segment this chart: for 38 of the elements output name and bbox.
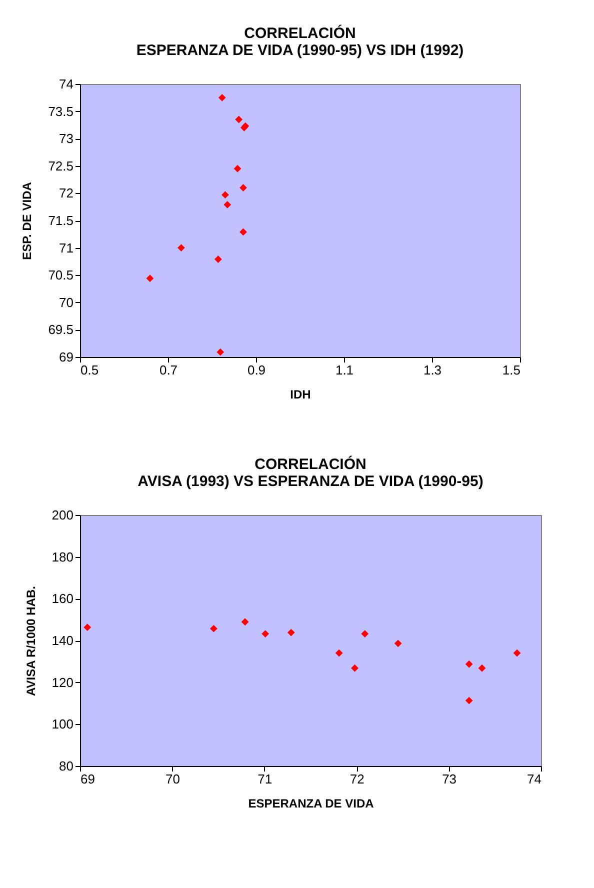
x-tick-label: 0.5 (80, 362, 99, 378)
y-tick-label: 200 (52, 508, 74, 522)
text: ESPERANZA DE VIDA (1990-95) VS IDH (1992) (136, 42, 464, 59)
x-tick-label: 72 (350, 772, 364, 786)
y-tick-label: 73 (59, 131, 74, 146)
x-axis-title: ESPERANZA DE VIDA (248, 796, 374, 810)
y-tick-label: 69 (59, 350, 74, 364)
x-tick-label: 1.3 (423, 362, 442, 378)
x-tick-label: 69 (80, 772, 95, 786)
x-tick-label: 74 (527, 772, 542, 786)
y-tick-label: 71 (59, 240, 74, 256)
y-tick-label: 120 (52, 674, 74, 690)
y-tick-label: 72.5 (48, 158, 74, 174)
y-tick-label: 160 (52, 591, 74, 606)
y-axis-title: AVISA R/1000 HAB. (24, 586, 38, 696)
text: CORRELACIÓN (254, 456, 366, 473)
x-tick-label: 1.5 (502, 362, 520, 378)
x-tick-label: 0.9 (247, 362, 266, 378)
y-tick-label: 180 (52, 549, 74, 564)
x-tick-label: 0.7 (159, 362, 178, 378)
y-tick-label: 140 (52, 633, 74, 648)
x-tick-label: 1.1 (335, 362, 354, 378)
y-tick-label: 71.5 (48, 213, 74, 228)
y-tick-label: 74 (59, 76, 74, 92)
x-tick-label: 73 (442, 772, 457, 786)
y-tick-label: 100 (52, 716, 74, 732)
y-axis-title: ESP. DE VIDA (20, 182, 34, 260)
text: CORRELACIÓN (244, 25, 356, 42)
y-tick-label: 69.5 (48, 322, 74, 338)
y-tick-label: 70 (59, 294, 74, 310)
y-tick-label: 80 (59, 758, 74, 774)
x-tick-label: 71 (258, 772, 272, 786)
y-tick-label: 70.5 (48, 268, 74, 283)
x-axis-title: IDH (290, 388, 311, 402)
x-tick-label: 70 (165, 772, 180, 786)
y-tick-label: 73.5 (48, 104, 74, 119)
y-tick-label: 72 (59, 186, 74, 201)
text: AVISA (1993) VS ESPERANZA DE VIDA (1990-95) (138, 473, 484, 490)
